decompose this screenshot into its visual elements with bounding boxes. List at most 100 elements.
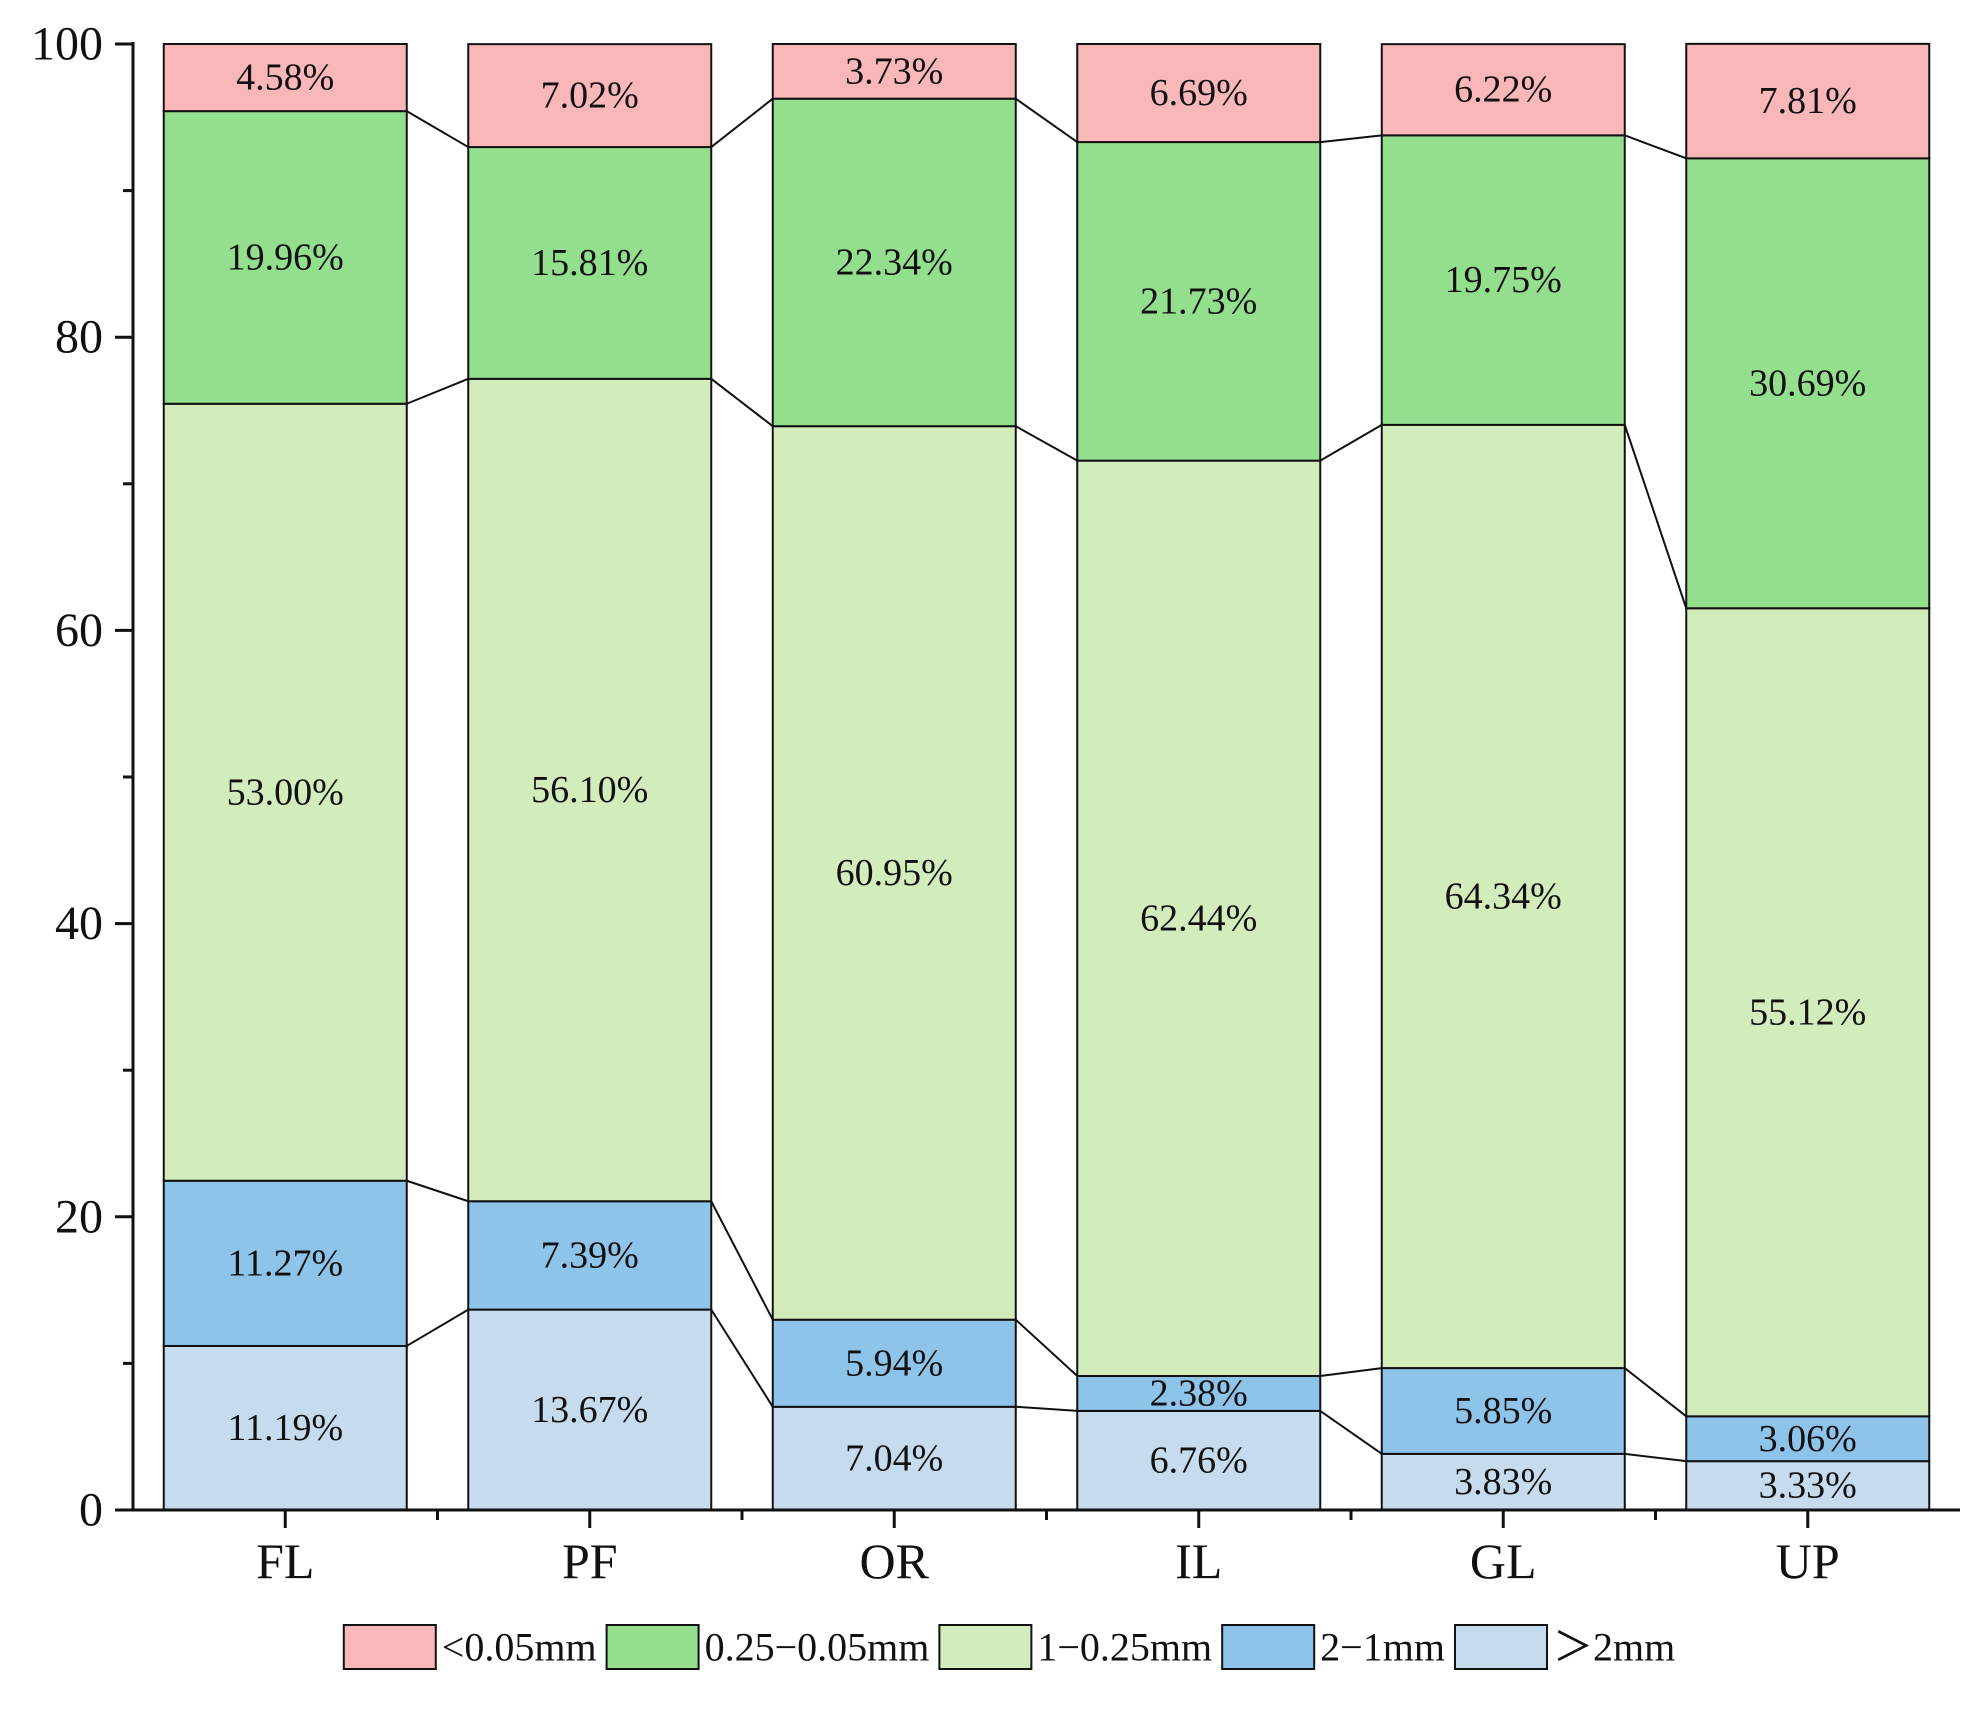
data-label-gl-1-0-25mm: 64.34% [1445, 875, 1562, 917]
bar-segment-up-lt-0-05mm [1685, 42, 1931, 160]
bar-segment-pf-2-1mm [467, 1200, 713, 1311]
data-label-or-1-0-25mm: 60.95% [836, 852, 953, 894]
data-label-pf-2-1mm: 7.39% [541, 1234, 639, 1276]
x-category-label-gl: GL [1470, 1533, 1537, 1589]
bar-segment-up-gt-2mm [1685, 1460, 1931, 1512]
connector-line-or-il-2-1mm [1015, 1318, 1078, 1377]
connector-lines-layer [406, 97, 1688, 1463]
bars-layer [162, 42, 1931, 1512]
data-label-il-lt-0-05mm: 6.69% [1150, 72, 1248, 114]
connector-line-or-il-gt-2mm [1015, 1405, 1078, 1412]
bar-segment-gl-1-0-25mm [1380, 423, 1626, 1370]
data-label-pf-1-0-25mm: 56.10% [531, 769, 648, 811]
bar-segment-pf-lt-0-05mm [467, 43, 713, 149]
axes-layer: 0 20 40 60 80 100 FL PF OR IL GL UP [31, 18, 1960, 1589]
connector-line-gl-up-1-0-25mm [1623, 424, 1688, 609]
legend-label-lt-0-05mm: <0.05mm [442, 1625, 597, 1670]
y-tick-label-100: 100 [31, 18, 103, 71]
connector-line-gl-up-gt-2mm [1624, 1452, 1687, 1463]
data-label-gl-2-1mm: 5.85% [1454, 1390, 1552, 1432]
bar-segment-fl-2-1mm [162, 1179, 408, 1347]
x-category-label-up: UP [1776, 1533, 1840, 1589]
connector-line-il-gl-2-1mm [1320, 1367, 1382, 1378]
bar-segment-pf-0-25-0-05mm [467, 146, 713, 380]
data-label-or-lt-0-05mm: 3.73% [845, 50, 943, 92]
data-label-up-lt-0-05mm: 7.81% [1759, 80, 1857, 122]
bar-segment-il-0-25-0-05mm [1076, 141, 1322, 462]
legend-swatch-lt-0-05mm [342, 1624, 437, 1670]
x-category-label-or: OR [860, 1533, 930, 1589]
bar-segment-gl-lt-0-05mm [1380, 43, 1626, 137]
data-label-gl-lt-0-05mm: 6.22% [1454, 69, 1552, 111]
legend-swatch-0-25-0-05mm [605, 1624, 700, 1670]
data-label-fl-2-1mm: 11.27% [227, 1242, 343, 1284]
connector-line-pf-or-1-0-25mm [710, 378, 774, 427]
connector-line-fl-pf-gt-2mm [406, 1308, 469, 1347]
connector-line-il-gl-0-25-0-05mm [1320, 134, 1382, 144]
bar-segment-up-1-0-25mm [1685, 607, 1931, 1418]
data-label-pf-0-25-0-05mm: 15.81% [531, 242, 648, 284]
data-labels-layer: 11.19% 11.27% 53.00% 19.96% 4.58% 13.67% 7.39%… [227, 50, 1867, 1506]
data-label-fl-gt-2mm: 11.19% [227, 1407, 343, 1449]
bar-segment-fl-0-25-0-05mm [162, 110, 408, 405]
bar-segment-pf-1-0-25mm [467, 377, 713, 1203]
data-label-or-0-25-0-05mm: 22.34% [836, 241, 953, 283]
data-label-fl-lt-0-05mm: 4.58% [236, 57, 334, 99]
legend-label-2-1mm: 2−1mm [1320, 1625, 1445, 1670]
bar-segment-il-lt-0-05mm [1076, 43, 1322, 144]
data-label-fl-1-0-25mm: 53.00% [227, 771, 344, 813]
y-tick-label-40: 40 [55, 897, 103, 950]
data-label-up-2-1mm: 3.06% [1759, 1418, 1857, 1460]
bar-segment-il-2-1mm [1076, 1375, 1322, 1412]
data-label-il-1-0-25mm: 62.44% [1140, 897, 1257, 939]
data-label-up-0-25-0-05mm: 30.69% [1749, 362, 1866, 404]
legend-label-1-0-25mm: 1−0.25mm [1037, 1625, 1212, 1670]
data-label-pf-gt-2mm: 13.67% [531, 1389, 648, 1431]
data-label-up-gt-2mm: 3.33% [1759, 1465, 1857, 1507]
bar-segment-up-0-25-0-05mm [1685, 157, 1931, 610]
bar-segment-il-1-0-25mm [1076, 459, 1322, 1378]
connector-line-gl-up-0-25-0-05mm [1624, 134, 1687, 160]
data-label-or-2-1mm: 5.94% [845, 1342, 943, 1384]
data-label-fl-0-25-0-05mm: 19.96% [227, 236, 344, 278]
y-tick-label-80: 80 [55, 311, 103, 364]
data-label-gl-0-25-0-05mm: 19.75% [1445, 259, 1562, 301]
bar-segment-il-gt-2mm [1076, 1409, 1322, 1512]
connector-line-il-gl-gt-2mm [1319, 1410, 1383, 1455]
legend: <0.05mm 0.25−0.05mm 1−0.25mm 2−1mm ＞2mm [342, 1624, 1675, 1670]
connector-line-pf-or-gt-2mm [710, 1309, 774, 1408]
x-category-label-pf: PF [562, 1533, 618, 1589]
bar-segment-or-lt-0-05mm [771, 43, 1017, 100]
bar-segment-or-gt-2mm [771, 1405, 1017, 1512]
connector-line-or-il-1-0-25mm [1015, 425, 1078, 462]
bar-segment-or-1-0-25mm [771, 425, 1017, 1321]
data-label-il-gt-2mm: 6.76% [1150, 1439, 1248, 1481]
x-category-label-il: IL [1175, 1533, 1222, 1589]
legend-swatch-1-0-25mm [938, 1624, 1033, 1670]
y-tick-label-20: 20 [55, 1190, 103, 1243]
bar-segment-up-2-1mm [1685, 1415, 1931, 1463]
connector-line-pf-or-2-1mm [710, 1200, 774, 1321]
connector-line-pf-or-0-25-0-05mm [710, 97, 774, 148]
data-label-up-1-0-25mm: 55.12% [1749, 991, 1866, 1033]
data-label-il-0-25-0-05mm: 21.73% [1140, 280, 1257, 322]
connector-line-gl-up-2-1mm [1624, 1367, 1687, 1418]
bar-segment-gl-0-25-0-05mm [1380, 134, 1626, 426]
data-label-gl-gt-2mm: 3.83% [1454, 1461, 1552, 1503]
legend-swatch-gt-2mm [1453, 1624, 1548, 1670]
legend-label-0-25-0-05mm: 0.25−0.05mm [705, 1625, 930, 1670]
legend-swatch-2-1mm [1221, 1624, 1316, 1670]
connector-line-il-gl-1-0-25mm [1319, 424, 1383, 462]
connector-line-fl-pf-1-0-25mm [406, 377, 469, 405]
legend-label-gt-2mm: ＞2mm [1553, 1625, 1675, 1670]
data-label-or-gt-2mm: 7.04% [845, 1437, 943, 1479]
bar-segment-fl-lt-0-05mm [162, 43, 408, 113]
y-tick-label-60: 60 [55, 604, 103, 657]
bar-segment-pf-gt-2mm [467, 1308, 713, 1511]
data-label-il-2-1mm: 2.38% [1150, 1372, 1248, 1414]
data-label-pf-lt-0-05mm: 7.02% [541, 75, 639, 117]
x-category-label-fl: FL [256, 1533, 314, 1589]
connector-line-fl-pf-2-1mm [406, 1179, 469, 1203]
